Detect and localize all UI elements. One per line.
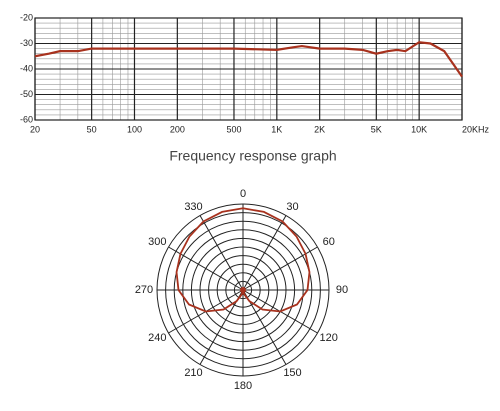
chart-title: Frequency response graph bbox=[169, 148, 336, 164]
x-tick-label: 10K bbox=[411, 124, 427, 134]
angle-label: 330 bbox=[184, 201, 202, 213]
y-tick-label: -20 bbox=[20, 12, 33, 22]
x-tick-label: 5K bbox=[371, 124, 382, 134]
y-tick-label: -60 bbox=[20, 114, 33, 124]
x-tick-label: 50 bbox=[87, 124, 97, 134]
x-tick-label: 100 bbox=[127, 124, 142, 134]
x-tick-label: 200 bbox=[170, 124, 185, 134]
angle-label: 90 bbox=[336, 284, 348, 296]
angle-label: 150 bbox=[283, 367, 301, 379]
angle-label: 180 bbox=[234, 380, 252, 392]
spoke-grid bbox=[242, 215, 287, 291]
y-tick-label: -50 bbox=[20, 89, 33, 99]
angle-label: 60 bbox=[323, 236, 335, 248]
x-tick-label: 20 bbox=[30, 124, 40, 134]
angle-label: 30 bbox=[286, 201, 298, 213]
y-tick-label: -40 bbox=[20, 63, 33, 73]
plot-frame bbox=[34, 17, 463, 121]
x-tick-label: 500 bbox=[226, 124, 241, 134]
x-tick-label: 20KHz bbox=[462, 124, 490, 134]
angle-label: 300 bbox=[148, 236, 166, 248]
angle-label: 270 bbox=[135, 284, 153, 296]
angle-label: 210 bbox=[184, 367, 202, 379]
angle-label: 120 bbox=[320, 332, 338, 344]
center-dot bbox=[240, 287, 246, 293]
y-tick-label: -30 bbox=[20, 38, 33, 48]
spoke-grid bbox=[199, 215, 244, 291]
x-tick-label: 1K bbox=[271, 124, 282, 134]
x-tick-label: 2K bbox=[314, 124, 325, 134]
angle-label: 0 bbox=[240, 188, 246, 200]
response-line bbox=[34, 41, 463, 78]
angle-label: 240 bbox=[148, 332, 166, 344]
